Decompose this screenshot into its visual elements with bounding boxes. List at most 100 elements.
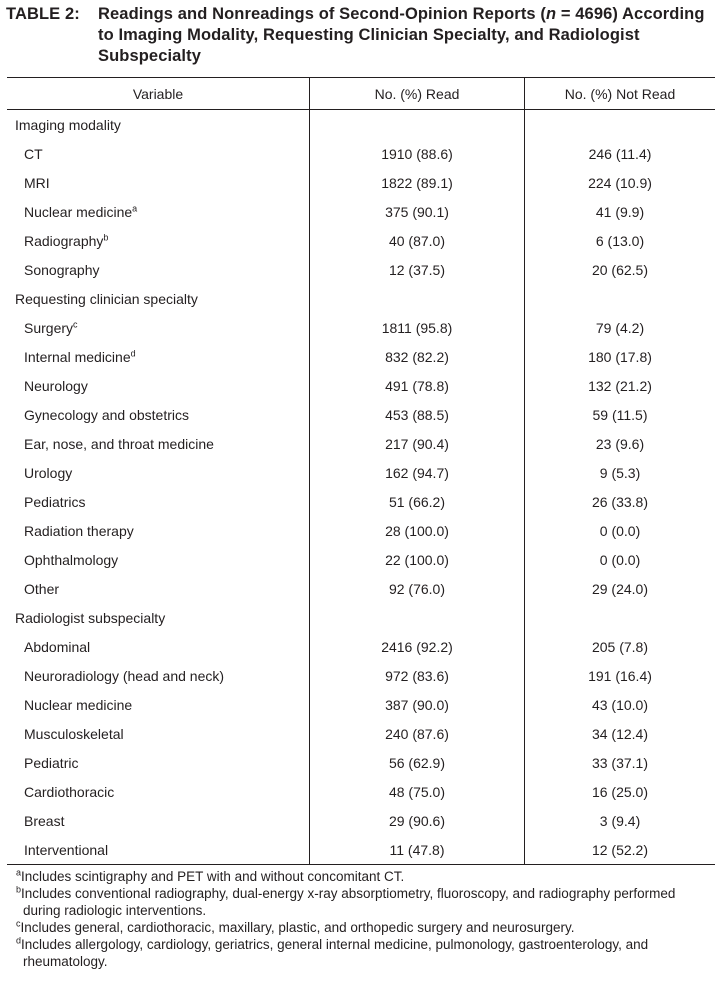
header-cell: No. (%) Read <box>309 77 525 110</box>
footnote-marker: d <box>16 935 22 946</box>
read-cell: 48 (75.0) <box>309 777 525 806</box>
data-row: Urology 162 (94.7) 9 (5.3) <box>7 458 715 487</box>
not-read-cell: 12 (52.2) <box>524 835 715 865</box>
row-label-cell: Urology <box>7 458 310 487</box>
data-row: Pediatrics 51 (66.2) 26 (33.8) <box>7 487 715 516</box>
read-cell: 51 (66.2) <box>309 487 525 516</box>
read-cell: 1822 (89.1) <box>309 168 525 197</box>
read-cell: 832 (82.2) <box>309 342 525 371</box>
row-label-cell: Sonography <box>7 255 310 284</box>
not-read-cell: 132 (21.2) <box>588 377 652 394</box>
row-label-cell: Pediatrics <box>7 487 310 516</box>
footnote: bIncludes conventional radiography, dual… <box>16 885 706 919</box>
footnote-text: Includes allergology, cardiology, geriat… <box>21 937 649 969</box>
not-read-cell: 43 (10.0) <box>591 696 649 713</box>
data-row: Interventional 11 (47.8) 12 (52.2) <box>7 835 715 865</box>
data-row: Surgeryc 1811 (95.8) 79 (4.2) <box>7 313 715 342</box>
row-label: Gynecology and obstetrics <box>24 406 189 423</box>
not-read-cell: 6 (13.0) <box>595 232 645 249</box>
not-read-cell: 41 (9.9) <box>595 203 645 220</box>
row-label-cell: Neuroradiology (head and neck) <box>7 661 310 690</box>
not-read-cell: 3 (9.4) <box>599 812 641 829</box>
empty-cell <box>525 110 716 140</box>
row-label: Radiography <box>24 232 104 249</box>
data-row: Nuclear medicine 387 (90.0) 43 (10.0) <box>7 690 715 719</box>
read-cell: 217 (90.4) <box>309 429 525 458</box>
empty-cell <box>309 284 525 313</box>
not-read-cell: 59 (11.5) <box>592 406 648 423</box>
row-label-cell: Neurology <box>7 371 310 400</box>
row-label: Nuclear medicine <box>24 203 133 220</box>
row-label-cell: Ophthalmology <box>7 545 310 574</box>
note-marker: b <box>103 231 109 242</box>
not-read-cell: 26 (33.8) <box>591 493 649 510</box>
section-title: Radiologist subspecialty <box>7 603 310 632</box>
footnote-text: Includes scintigraphy and PET with and w… <box>21 869 405 884</box>
data-row: Ophthalmology 22 (100.0) 0 (0.0) <box>7 545 715 574</box>
row-label-cell: Other <box>7 574 310 603</box>
not-read-cell: 205 (7.8) <box>591 638 649 655</box>
header-cell: No. (%) Not Read <box>524 77 715 110</box>
not-read-cell: 16 (25.0) <box>591 783 649 800</box>
data-row: Pediatric 56 (62.9) 33 (37.1) <box>7 748 715 777</box>
row-label-cell: Pediatric <box>7 748 310 777</box>
not-read-cell: 23 (9.6) <box>595 435 645 452</box>
footnote-text: Includes general, cardiothoracic, maxill… <box>20 920 575 935</box>
data-row: Cardiothoracic 48 (75.0) 16 (25.0) <box>7 777 715 806</box>
not-read-cell: 20 (62.5) <box>591 261 649 278</box>
data-row: Ear, nose, and throat medicine 217 (90.4)… <box>7 429 715 458</box>
data-row: Nuclear medicinea 375 (90.1) 41 (9.9) <box>7 197 715 226</box>
read-cell: 29 (90.6) <box>309 806 525 835</box>
row-label-cell: Interventional <box>7 835 310 865</box>
section-title: Imaging modality <box>7 109 310 139</box>
section-row: Imaging modality <box>7 109 716 140</box>
row-label-cell: Ear, nose, and throat medicine <box>7 429 310 458</box>
header-cell: Variable <box>7 77 310 110</box>
data-table: Variable No. (%) Read No. (%) Not Read I… <box>7 77 715 865</box>
empty-cell <box>525 284 716 313</box>
empty-cell <box>525 603 716 632</box>
read-cell: 40 (87.0) <box>309 226 525 255</box>
footnote: aIncludes scintigraphy and PET with and … <box>16 868 706 885</box>
header-row: Variable No. (%) Read No. (%) Not Read <box>7 77 715 110</box>
row-label: Urology <box>24 464 73 481</box>
not-read-cell: 29 (24.0) <box>591 580 649 597</box>
row-label: MRI <box>24 174 50 191</box>
row-label: Surgery <box>24 319 74 336</box>
data-row: Musculoskeletal 240 (87.6) 34 (12.4) <box>7 719 715 748</box>
not-read-cell: 0 (0.0) <box>599 522 641 539</box>
data-row: Neuroradiology (head and neck) 972 (83.6)… <box>7 661 715 690</box>
row-label: Pediatric <box>24 754 79 771</box>
not-read-cell: 34 (12.4) <box>591 725 649 742</box>
note-marker: c <box>73 318 78 329</box>
note-marker: d <box>130 347 136 358</box>
read-cell: 11 (47.8) <box>309 835 525 865</box>
row-label-cell: Musculoskeletal <box>7 719 310 748</box>
section-row: Requesting clinician specialty <box>7 284 715 313</box>
footnote: dIncludes allergology, cardiology, geria… <box>16 936 706 970</box>
section-row: Radiologist subspecialty <box>7 603 715 632</box>
not-read-cell: 246 (11.4) <box>588 145 652 162</box>
row-label: Sonography <box>24 261 100 278</box>
row-label: Ophthalmology <box>24 551 119 568</box>
table-title: TABLE 2: Readings and Nonreadings of Seco… <box>6 4 712 67</box>
row-label-cell: Gynecology and obstetrics <box>7 400 310 429</box>
not-read-cell: 191 (16.4) <box>588 667 652 684</box>
data-row: Gynecology and obstetrics 453 (88.5) 59 (1… <box>7 400 715 429</box>
footnote: cIncludes general, cardiothoracic, maxil… <box>16 919 706 936</box>
data-row: Sonography 12 (37.5) 20 (62.5) <box>7 255 715 284</box>
data-row: MRI 1822 (89.1) 224 (10.9) <box>7 168 715 197</box>
row-label: Other <box>24 580 60 597</box>
data-row: Breast 29 (90.6) 3 (9.4) <box>7 806 715 835</box>
read-cell: 1811 (95.8) <box>309 313 525 342</box>
row-label: Musculoskeletal <box>24 725 124 742</box>
section-title: Requesting clinician specialty <box>7 284 310 313</box>
data-row: Other 92 (76.0) 29 (24.0) <box>7 574 715 603</box>
data-row: CT 1910 (88.6) 246 (11.4) <box>7 139 715 168</box>
row-label: Neurology <box>24 377 88 394</box>
not-read-cell: 0 (0.0) <box>599 551 641 568</box>
title-italic: n <box>545 5 557 23</box>
data-row: Neurology 491 (78.8) 132 (21.2) <box>7 371 715 400</box>
row-label: Nuclear medicine <box>24 696 133 713</box>
